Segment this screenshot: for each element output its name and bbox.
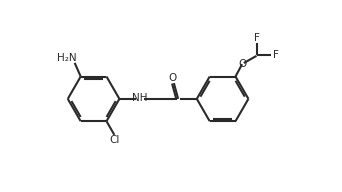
Text: H₂N: H₂N: [57, 53, 77, 63]
Text: O: O: [239, 59, 247, 69]
Text: O: O: [168, 73, 176, 83]
Text: NH: NH: [132, 93, 148, 103]
Text: F: F: [254, 33, 260, 43]
Text: Cl: Cl: [109, 135, 120, 145]
Text: F: F: [273, 50, 279, 60]
